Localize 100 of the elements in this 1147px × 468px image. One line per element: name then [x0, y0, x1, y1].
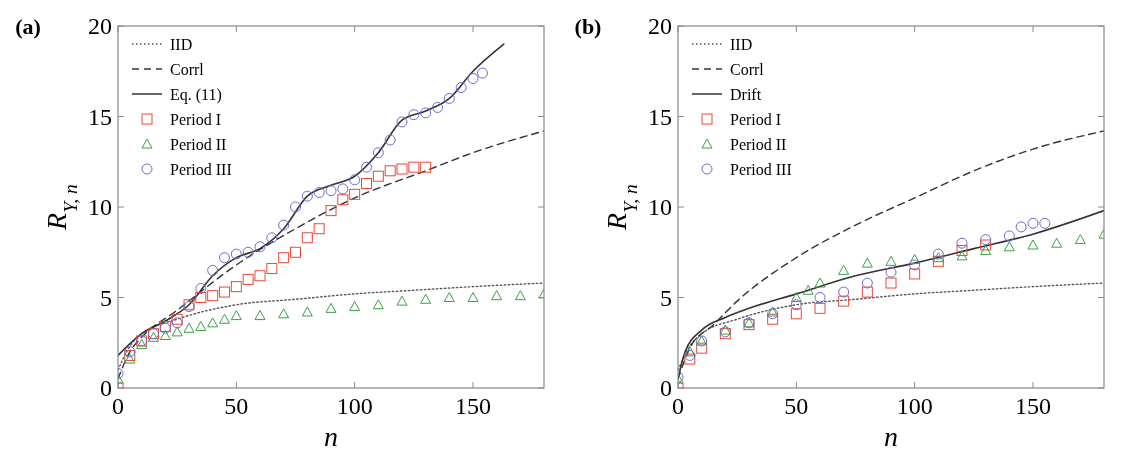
point [932, 252, 944, 263]
point [420, 293, 432, 304]
y-tick-label: 0 [660, 375, 672, 402]
point [885, 255, 897, 266]
y-tick-label: 15 [648, 103, 672, 130]
point [337, 183, 349, 195]
point [313, 223, 325, 235]
point [396, 116, 408, 128]
point [420, 161, 432, 173]
chart-title: (a) [15, 13, 41, 39]
point [254, 241, 266, 253]
point [254, 270, 266, 282]
point [838, 264, 850, 275]
point [696, 342, 708, 354]
point [325, 185, 337, 197]
point [290, 201, 301, 213]
point [684, 349, 696, 361]
point [278, 219, 290, 231]
x-axis-title: n [884, 421, 898, 452]
point [1027, 217, 1039, 229]
point [956, 244, 968, 256]
point [301, 232, 313, 244]
point [909, 259, 921, 271]
y-tick-label: 5 [100, 284, 112, 311]
point [932, 255, 944, 267]
point [349, 188, 361, 200]
y-tick-label: 20 [88, 13, 112, 40]
legend-label: Corrl [170, 60, 205, 78]
y-tick-label: 15 [88, 103, 112, 130]
legend-label: Period I [170, 110, 222, 128]
point [195, 320, 207, 331]
x-tick-label: 150 [1015, 393, 1051, 419]
point [443, 92, 455, 104]
point [408, 161, 420, 173]
point [1003, 241, 1015, 252]
point [361, 177, 372, 189]
point [159, 330, 171, 341]
point [207, 264, 219, 276]
point [254, 310, 266, 321]
x-tick-label: 50 [784, 393, 809, 419]
point [372, 170, 384, 182]
point [980, 244, 992, 255]
point [313, 187, 325, 199]
point [838, 286, 850, 298]
point [1015, 221, 1027, 233]
y-tick-label: 20 [648, 13, 672, 40]
point [230, 248, 242, 260]
point [219, 313, 230, 324]
point [455, 82, 467, 94]
x-tick-label: 150 [455, 393, 491, 419]
point [885, 277, 897, 289]
point [124, 353, 136, 364]
point [396, 163, 408, 175]
point [1074, 234, 1086, 245]
point [207, 317, 219, 328]
point [838, 295, 850, 307]
point [361, 161, 372, 173]
legend-label: Eq. (11) [170, 85, 222, 104]
point [956, 237, 968, 249]
point [290, 246, 301, 258]
point [932, 248, 944, 260]
legend-label: IID [730, 35, 753, 53]
point [909, 268, 921, 280]
point [266, 263, 278, 275]
point [861, 286, 873, 298]
y-tick-label: 10 [648, 194, 672, 221]
point [195, 282, 207, 294]
point [432, 101, 443, 113]
point [242, 246, 254, 258]
legend-label: Period II [730, 135, 787, 153]
point [278, 308, 290, 319]
point [514, 290, 526, 301]
point [790, 299, 802, 311]
legend-label: Drift [730, 85, 762, 103]
point [349, 174, 361, 186]
point [325, 302, 337, 313]
legend-label: Period I [730, 110, 782, 128]
point [171, 326, 183, 337]
legend-label: Period III [170, 160, 232, 178]
point [1051, 237, 1063, 248]
point [301, 306, 313, 317]
x-axis-title: n [324, 421, 338, 452]
point [136, 339, 148, 350]
x-tick-label: 100 [896, 393, 933, 419]
point [337, 194, 349, 206]
legend-label: Period III [730, 160, 792, 178]
point [684, 346, 696, 357]
point [1039, 217, 1051, 229]
point [420, 107, 432, 119]
point [767, 313, 779, 325]
point [1027, 239, 1039, 250]
point [242, 273, 254, 285]
point [349, 301, 361, 312]
x-tick-label: 50 [224, 393, 249, 419]
point [171, 313, 183, 325]
x-tick-label: 100 [336, 393, 373, 419]
point [790, 292, 802, 302]
point [443, 292, 455, 302]
chart-title: (b) [574, 13, 602, 39]
point [396, 295, 408, 306]
